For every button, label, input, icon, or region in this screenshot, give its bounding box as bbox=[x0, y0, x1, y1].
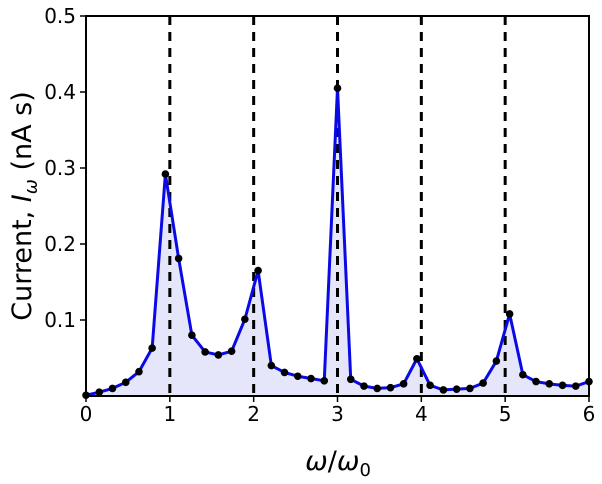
data-point bbox=[280, 368, 289, 377]
data-point bbox=[373, 384, 382, 393]
data-point bbox=[479, 379, 487, 387]
y-tick-label: 0.1 bbox=[44, 308, 76, 332]
data-point bbox=[519, 370, 527, 379]
y-axis-title-suffix: (nA s) bbox=[7, 91, 38, 179]
data-point bbox=[426, 381, 434, 390]
x-axis-ticks: 0 1 2 3 4 5 6 bbox=[80, 396, 596, 426]
data-point bbox=[293, 372, 302, 381]
data-point bbox=[307, 374, 315, 383]
x-tick-label: 6 bbox=[583, 402, 596, 426]
y-tick-label: 0.3 bbox=[44, 156, 76, 180]
x-tick-label: 4 bbox=[415, 402, 428, 426]
x-tick-label: 3 bbox=[331, 402, 344, 426]
data-point bbox=[360, 382, 368, 390]
data-point bbox=[174, 254, 183, 263]
data-point bbox=[267, 361, 276, 370]
y-axis-title: Current, Iω (nA s) bbox=[7, 91, 42, 321]
data-point bbox=[227, 347, 236, 355]
x-axis-title-slash: / bbox=[328, 446, 338, 477]
data-point bbox=[386, 383, 395, 392]
x-tick-label: 2 bbox=[247, 402, 260, 426]
data-point bbox=[413, 354, 421, 363]
data-point bbox=[214, 351, 223, 359]
data-point bbox=[161, 170, 170, 178]
x-tick-label: 5 bbox=[499, 402, 512, 426]
data-point bbox=[532, 377, 540, 386]
x-axis-title: ω/ω0 bbox=[305, 446, 371, 481]
data-point bbox=[108, 384, 117, 393]
data-point bbox=[492, 357, 501, 365]
data-point bbox=[399, 380, 408, 388]
data-point bbox=[346, 375, 355, 384]
y-tick-label: 0.4 bbox=[44, 80, 76, 104]
data-point bbox=[545, 380, 554, 388]
y-tick-label: 0.5 bbox=[44, 4, 76, 28]
series-markers bbox=[82, 84, 593, 400]
y-axis-title-subscript: ω bbox=[21, 179, 42, 194]
data-point bbox=[466, 384, 474, 393]
data-point bbox=[148, 344, 156, 352]
data-point bbox=[558, 381, 567, 390]
x-tick-label: 1 bbox=[163, 402, 176, 426]
data-point bbox=[135, 367, 143, 376]
x-tick-label: 0 bbox=[80, 402, 93, 426]
y-axis-title-prefix: Current, bbox=[7, 202, 38, 321]
data-point bbox=[333, 84, 342, 92]
data-point bbox=[201, 348, 209, 356]
data-point bbox=[320, 377, 329, 385]
data-point bbox=[505, 310, 514, 318]
data-point bbox=[254, 266, 262, 275]
x-axis-title-denominator-subscript: 0 bbox=[359, 460, 370, 481]
y-axis-title-symbol: I bbox=[7, 194, 38, 202]
data-point bbox=[121, 378, 130, 387]
y-tick-label: 0.2 bbox=[44, 232, 76, 256]
y-axis-ticks: 0.1 0.2 0.3 0.4 0.5 bbox=[44, 4, 86, 332]
data-point bbox=[452, 385, 461, 393]
x-axis-title-denominator: ω bbox=[337, 446, 360, 477]
data-point bbox=[439, 386, 448, 394]
data-point bbox=[95, 388, 104, 397]
data-point bbox=[241, 315, 249, 324]
x-axis-title-numerator: ω bbox=[305, 446, 328, 477]
data-point bbox=[571, 382, 580, 390]
data-point bbox=[188, 331, 196, 340]
